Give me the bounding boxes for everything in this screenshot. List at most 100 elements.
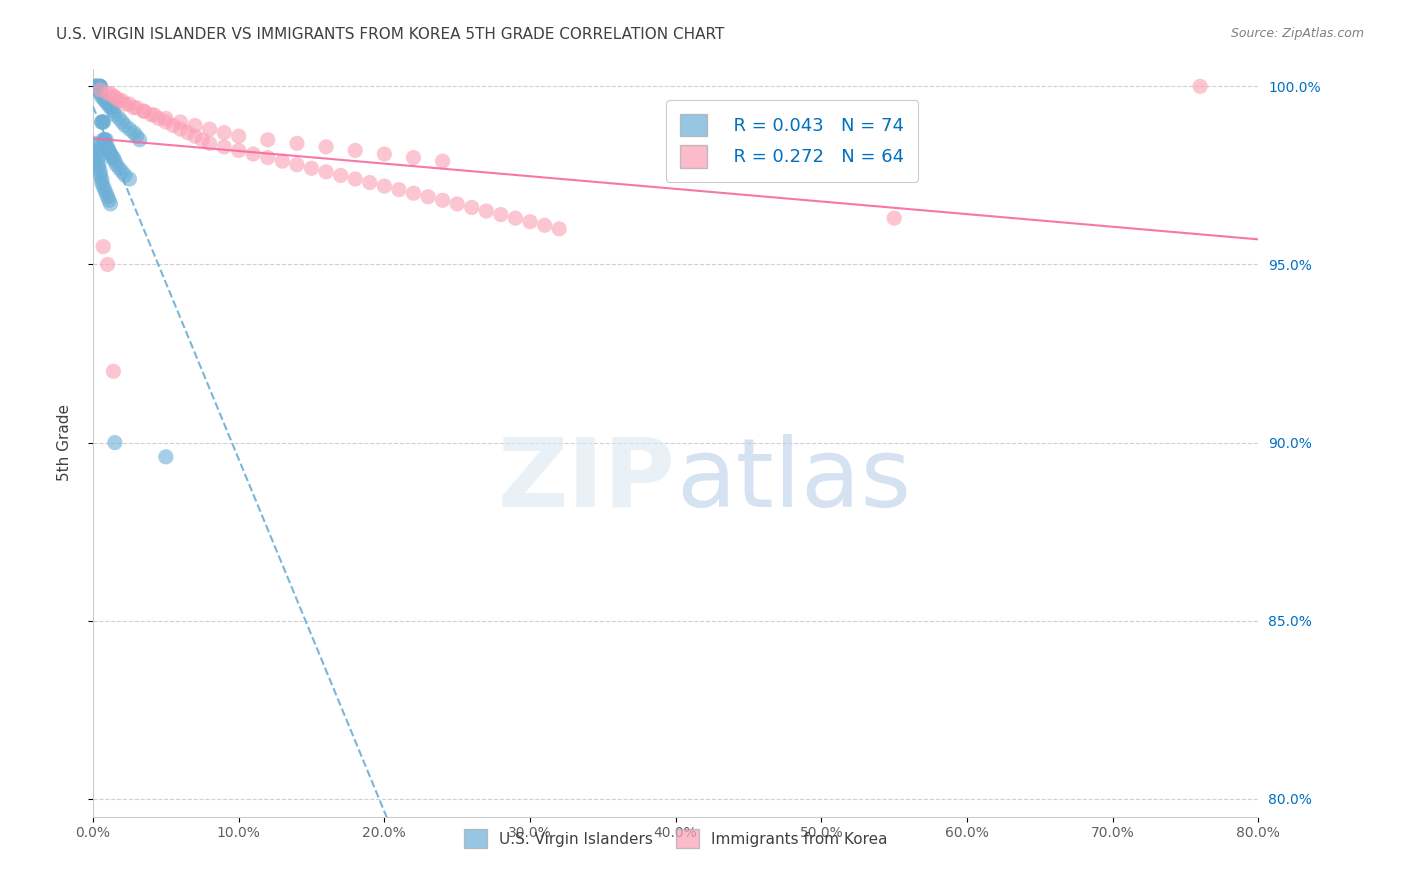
Immigrants from Korea: [315, 165, 337, 179]
U.S. Virgin Islanders: [118, 172, 141, 186]
Immigrants from Korea: [256, 151, 278, 165]
Immigrants from Korea: [184, 119, 207, 133]
U.S. Virgin Islanders: [98, 144, 121, 158]
U.S. Virgin Islanders: [100, 147, 122, 161]
Immigrants from Korea: [111, 94, 134, 108]
Text: atlas: atlas: [676, 434, 911, 526]
Text: ZIP: ZIP: [498, 434, 676, 526]
U.S. Virgin Islanders: [87, 79, 110, 94]
U.S. Virgin Islanders: [90, 176, 112, 190]
U.S. Virgin Islanders: [84, 144, 107, 158]
U.S. Virgin Islanders: [108, 161, 131, 176]
U.S. Virgin Islanders: [114, 119, 136, 133]
Immigrants from Korea: [432, 194, 454, 208]
Immigrants from Korea: [519, 215, 541, 229]
U.S. Virgin Islanders: [83, 140, 105, 154]
Immigrants from Korea: [315, 140, 337, 154]
U.S. Virgin Islanders: [90, 87, 112, 101]
Immigrants from Korea: [104, 90, 127, 104]
U.S. Virgin Islanders: [103, 104, 125, 119]
U.S. Virgin Islanders: [93, 133, 115, 147]
Immigrants from Korea: [228, 144, 250, 158]
Immigrants from Korea: [148, 112, 170, 126]
Immigrants from Korea: [212, 140, 235, 154]
Immigrants from Korea: [475, 204, 498, 219]
U.S. Virgin Islanders: [89, 165, 111, 179]
U.S. Virgin Islanders: [103, 151, 125, 165]
Immigrants from Korea: [100, 87, 122, 101]
Immigrants from Korea: [176, 126, 198, 140]
Immigrants from Korea: [132, 104, 155, 119]
U.S. Virgin Islanders: [118, 122, 141, 136]
Immigrants from Korea: [402, 151, 425, 165]
Immigrants from Korea: [198, 122, 221, 136]
Immigrants from Korea: [89, 83, 111, 97]
U.S. Virgin Islanders: [101, 151, 124, 165]
Immigrants from Korea: [329, 169, 352, 183]
U.S. Virgin Islanders: [84, 79, 107, 94]
Immigrants from Korea: [228, 129, 250, 144]
U.S. Virgin Islanders: [125, 129, 148, 144]
U.S. Virgin Islanders: [98, 194, 121, 208]
Immigrants from Korea: [155, 112, 177, 126]
Immigrants from Korea: [169, 122, 191, 136]
U.S. Virgin Islanders: [104, 154, 127, 169]
Immigrants from Korea: [285, 158, 308, 172]
Immigrants from Korea: [446, 197, 468, 211]
Immigrants from Korea: [256, 133, 278, 147]
Immigrants from Korea: [118, 97, 141, 112]
Immigrants from Korea: [505, 211, 527, 226]
U.S. Virgin Islanders: [94, 94, 117, 108]
U.S. Virgin Islanders: [98, 97, 121, 112]
U.S. Virgin Islanders: [91, 115, 114, 129]
Immigrants from Korea: [242, 147, 264, 161]
Immigrants from Korea: [122, 101, 145, 115]
U.S. Virgin Islanders: [97, 144, 120, 158]
Immigrants from Korea: [489, 208, 512, 222]
Immigrants from Korea: [1189, 79, 1212, 94]
U.S. Virgin Islanders: [89, 79, 111, 94]
U.S. Virgin Islanders: [86, 79, 108, 94]
U.S. Virgin Islanders: [86, 151, 108, 165]
U.S. Virgin Islanders: [86, 154, 108, 169]
U.S. Virgin Islanders: [104, 108, 127, 122]
Immigrants from Korea: [114, 97, 136, 112]
U.S. Virgin Islanders: [105, 158, 128, 172]
U.S. Virgin Islanders: [86, 83, 108, 97]
U.S. Virgin Islanders: [84, 147, 107, 161]
Immigrants from Korea: [97, 257, 120, 271]
U.S. Virgin Islanders: [111, 115, 134, 129]
Text: Source: ZipAtlas.com: Source: ZipAtlas.com: [1230, 27, 1364, 40]
U.S. Virgin Islanders: [111, 165, 134, 179]
U.S. Virgin Islanders: [90, 115, 112, 129]
U.S. Virgin Islanders: [122, 126, 145, 140]
U.S. Virgin Islanders: [97, 97, 120, 112]
Immigrants from Korea: [191, 133, 214, 147]
U.S. Virgin Islanders: [100, 101, 122, 115]
U.S. Virgin Islanders: [91, 115, 114, 129]
Immigrants from Korea: [91, 240, 114, 254]
U.S. Virgin Islanders: [90, 90, 112, 104]
U.S. Virgin Islanders: [155, 450, 177, 464]
Immigrants from Korea: [461, 201, 484, 215]
Immigrants from Korea: [883, 211, 905, 226]
Immigrants from Korea: [141, 108, 163, 122]
U.S. Virgin Islanders: [87, 83, 110, 97]
Immigrants from Korea: [285, 136, 308, 151]
Immigrants from Korea: [373, 147, 395, 161]
U.S. Virgin Islanders: [87, 161, 110, 176]
Immigrants from Korea: [344, 144, 367, 158]
U.S. Virgin Islanders: [114, 169, 136, 183]
Text: U.S. VIRGIN ISLANDER VS IMMIGRANTS FROM KOREA 5TH GRADE CORRELATION CHART: U.S. VIRGIN ISLANDER VS IMMIGRANTS FROM …: [56, 27, 724, 42]
U.S. Virgin Islanders: [100, 147, 122, 161]
Immigrants from Korea: [104, 90, 127, 104]
Immigrants from Korea: [373, 179, 395, 194]
U.S. Virgin Islanders: [83, 136, 105, 151]
U.S. Virgin Islanders: [101, 101, 124, 115]
U.S. Virgin Islanders: [90, 172, 112, 186]
U.S. Virgin Islanders: [104, 435, 127, 450]
U.S. Virgin Islanders: [128, 133, 150, 147]
U.S. Virgin Islanders: [93, 133, 115, 147]
U.S. Virgin Islanders: [84, 79, 107, 94]
Immigrants from Korea: [155, 115, 177, 129]
